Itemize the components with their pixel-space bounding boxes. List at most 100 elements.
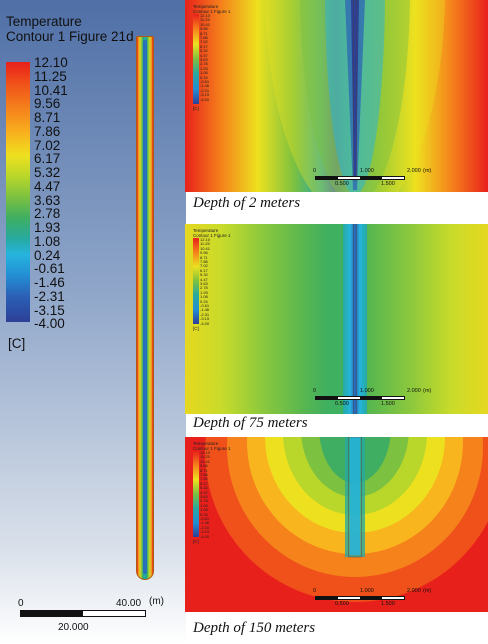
mini-scale-mid: 1.000 [360,388,374,394]
mini-scale-bottom-left: 0.500 [335,181,349,187]
mini-legend-value: 12.10 [200,450,211,455]
contour-plot-depth-150 [185,437,488,612]
scale-unit-label: (m) [149,596,164,607]
mini-scale-end: 2.000 [407,588,421,594]
mini-legend-value: -2.31 [200,87,210,93]
mini-legend-value: 1.08 [200,294,208,300]
mini-scale-start: 0 [313,388,317,394]
mini-scale-unit: (m) [423,588,432,594]
legend-color-bar [6,62,30,322]
mini-legend-value: 5.32 [200,48,208,54]
mini-legend-value: 7.02 [200,39,208,45]
mini-legend-value: 2.78 [200,498,208,504]
mini-legend-bar [193,238,199,324]
mini-legend-value: -3.15 [200,92,210,98]
mini-legend-value: 8.71 [200,30,208,36]
mini-legend-value: -2.31 [200,311,210,317]
mini-legend-value: 0.24 [200,298,208,304]
legend-unit: [C] [8,336,26,351]
legend-value: -0.61 [34,261,65,277]
contour-panel-depth-150: Temperature Contour 1 Figure 1 12.10 11.2… [185,437,488,612]
mini-legend-value: -1.46 [200,307,210,313]
mini-legend-value: 9.56 [200,250,208,256]
mini-scale-bottom-left: 0.500 [335,601,349,607]
mini-legend-bar [193,451,199,537]
mini-legend-value: -1.46 [200,83,210,89]
legend-value: 1.93 [34,220,61,235]
legend-value: -4.00 [34,316,65,332]
mini-legend-value: 1.08 [200,70,208,76]
mini-scale-bar [315,596,405,600]
mini-legend-value: -3.15 [200,529,210,535]
caption-depth-2: Depth of 2 meters [193,195,301,211]
mini-legend-value: 2.78 [200,285,208,291]
mini-legend-value: -2.31 [200,524,210,530]
mini-scale-end: 2.000 [407,168,421,174]
mini-legend-value: 12.10 [200,237,211,242]
mini-legend-value: 7.02 [200,476,208,482]
legend-title: Temperature Contour 1 Figure 21d [6,14,134,44]
mini-legend-value: -0.61 [200,79,210,84]
mini-legend-value: 10.41 [200,458,211,464]
legend-value: 8.71 [34,110,61,125]
mini-legend-value: 3.63 [200,494,208,499]
mini-legend-value: -4.00 [200,533,210,539]
legend-value: 4.47 [34,178,61,194]
mini-legend-value: 4.47 [200,276,208,282]
mini-legend-unit: [C] [193,539,199,544]
mini-scale-unit: (m) [423,388,432,394]
mini-legend-value: 8.71 [200,467,208,473]
legend-value: 9.56 [34,96,61,112]
mini-legend-value: 11.25 [200,454,210,460]
scale-end-label: 40.00 [116,598,142,609]
legend-value: 5.32 [34,165,61,180]
mini-scale-mid: 1.000 [360,588,374,594]
mini-legend-title: Temperature Contour 1 Figure 1 [193,4,231,14]
mini-legend-value: 9.56 [200,26,208,32]
legend-value: 7.86 [34,123,61,139]
mini-scale-mid: 1.000 [360,168,374,174]
scale-start-label: 0 [18,598,24,609]
caption-depth-150: Depth of 150 meters [193,620,316,636]
mini-scale-bottom-right: 1.500 [381,601,395,607]
mini-legend-value: 8.71 [200,254,208,260]
mini-legend-value: 2.78 [200,61,208,67]
mini-legend-value: 1.08 [200,507,208,513]
contour-plot-depth-75 [185,224,488,414]
mini-legend-value: 7.86 [200,259,208,264]
legend-value: 3.63 [34,192,61,208]
mini-legend-unit: [C] [193,326,199,331]
mini-legend-value: 7.86 [200,472,208,477]
mini-legend-value: 5.32 [200,272,208,278]
mini-legend-value: -0.61 [200,516,210,521]
mini-legend-value: 1.93 [200,289,208,295]
mini-legend-value: 10.41 [200,21,211,27]
mini-legend-value: 5.32 [200,485,208,491]
scale-bar [20,610,146,617]
legend-value: -3.15 [34,302,65,318]
mini-legend-value: 7.02 [200,263,208,269]
legend-value: -1.46 [34,275,65,290]
mini-scale-bottom-left: 0.500 [335,401,349,407]
mini-scale-end: 2.000 [407,388,421,394]
legend-value: 1.08 [34,233,61,249]
contour-plot-depth-2 [185,0,488,192]
mini-scale-bar [315,176,405,180]
legend-value: 7.02 [34,137,61,153]
legend-value: 10.41 [34,82,68,98]
mini-legend-value: 3.63 [200,57,208,62]
contour-panel-depth-2: Temperature Contour 1 Figure 1 12.10 11.2… [185,0,488,192]
mini-scale-start: 0 [313,588,317,594]
mini-legend-unit: [C] [193,106,199,111]
legend-value: 6.17 [34,151,61,167]
mini-legend-value: 0.24 [200,74,208,80]
mini-legend-value: -3.15 [200,316,210,322]
mini-legend-value: 6.17 [200,267,208,273]
scale-mid-label: 20.000 [58,622,89,633]
mini-legend-value: -4.00 [200,96,210,102]
mini-scale-unit: (m) [423,168,432,174]
mini-legend-value: 7.86 [200,35,208,40]
mini-scale-start: 0 [313,168,317,174]
mini-legend-value: 3.63 [200,281,208,286]
mini-legend-value: 4.47 [200,52,208,58]
